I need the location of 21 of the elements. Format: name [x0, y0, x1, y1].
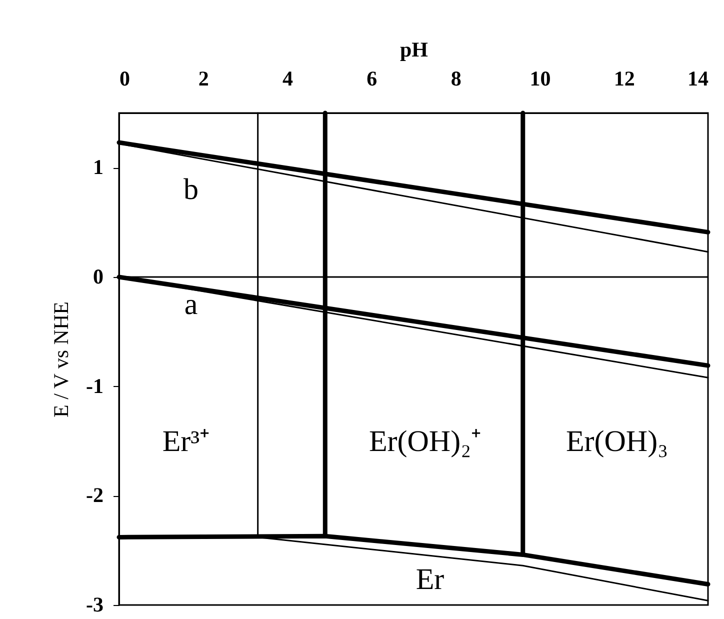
annotation: Er(OH)₂⁺ [368, 425, 482, 458]
annotation: Er(OH)₃ [566, 425, 668, 458]
x-tick-label: 2 [198, 66, 209, 90]
y-axis-title: E / V vs NHE [49, 302, 74, 418]
x-tick-label: 14 [688, 66, 709, 90]
annotation: Er [416, 563, 444, 596]
y-tick-label: -1 [86, 374, 104, 398]
x-tick-label: 6 [366, 66, 378, 90]
annotation: a [184, 288, 198, 321]
x-tick-label: 10 [530, 66, 551, 90]
y-tick-label: -3 [86, 592, 104, 616]
x-tick-label: 8 [450, 66, 462, 90]
x-tick-label: 4 [282, 66, 294, 90]
x-tick-label: 0 [120, 66, 130, 90]
x-tick-label: 12 [614, 66, 635, 90]
annotation: b [184, 173, 198, 206]
y-tick-label: -2 [86, 483, 104, 508]
y-tick-label: 0 [93, 264, 104, 288]
y-tick-label: 1 [93, 155, 104, 180]
annotation: Er³⁺ [162, 425, 210, 458]
x-axis-title: pH [400, 38, 428, 62]
